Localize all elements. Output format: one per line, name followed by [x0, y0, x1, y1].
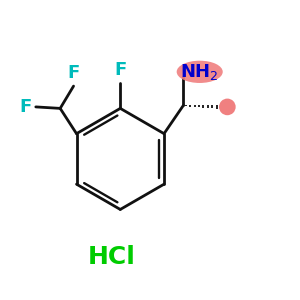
Text: F: F	[68, 64, 80, 82]
Text: F: F	[19, 98, 31, 116]
Text: HCl: HCl	[87, 245, 135, 269]
Circle shape	[219, 99, 236, 115]
Text: F: F	[114, 61, 126, 79]
Text: NH$_2$: NH$_2$	[180, 62, 219, 82]
Ellipse shape	[177, 61, 223, 83]
